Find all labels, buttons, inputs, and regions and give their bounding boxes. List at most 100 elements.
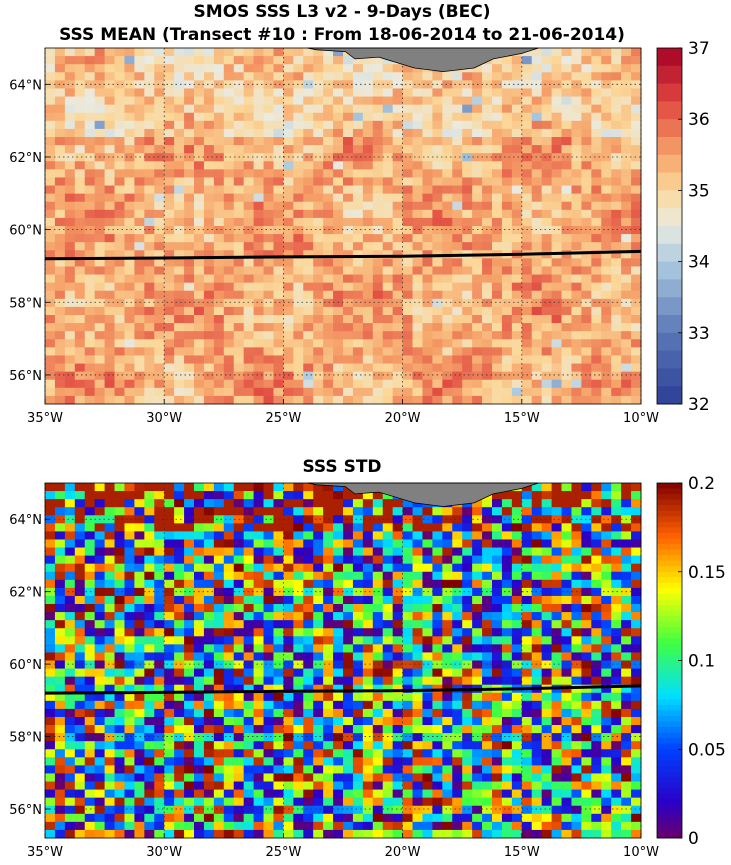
heatmap-cell xyxy=(522,636,532,644)
heatmap-cell xyxy=(621,556,631,564)
heatmap-cell xyxy=(115,323,125,331)
heatmap-cell xyxy=(55,396,65,404)
heatmap-cell xyxy=(194,701,204,709)
heatmap-cell xyxy=(75,612,85,620)
heatmap-cell xyxy=(581,323,591,331)
heatmap-cell xyxy=(244,186,254,194)
heatmap-cell xyxy=(194,72,204,80)
heatmap-cell xyxy=(45,604,55,612)
heatmap-cell xyxy=(422,580,432,588)
heatmap-cell xyxy=(422,564,432,572)
heatmap-cell xyxy=(591,380,601,388)
heatmap-cell xyxy=(492,749,502,757)
heatmap-cell xyxy=(432,596,442,604)
heatmap-cell xyxy=(75,372,85,380)
heatmap-cell xyxy=(303,299,313,307)
heatmap-cell xyxy=(552,97,562,105)
heatmap-cell xyxy=(611,652,621,660)
heatmap-cell xyxy=(184,48,194,56)
heatmap-cell xyxy=(492,113,502,121)
heatmap-cell xyxy=(75,628,85,636)
heatmap-cell xyxy=(174,331,184,339)
heatmap-cell xyxy=(134,121,144,129)
heatmap-cell xyxy=(273,548,283,556)
heatmap-cell xyxy=(174,372,184,380)
heatmap-cell xyxy=(571,97,581,105)
heatmap-cell xyxy=(353,612,363,620)
heatmap-cell xyxy=(85,242,95,250)
heatmap-cell xyxy=(403,749,413,757)
heatmap-cell xyxy=(224,283,234,291)
heatmap-cell xyxy=(333,242,343,250)
heatmap-cell xyxy=(393,202,403,210)
heatmap-cell xyxy=(522,186,532,194)
heatmap-cell xyxy=(264,620,274,628)
heatmap-cell xyxy=(224,765,234,773)
heatmap-cell xyxy=(234,364,244,372)
heatmap-cell xyxy=(264,388,274,396)
heatmap-cell xyxy=(134,620,144,628)
heatmap-cell xyxy=(144,275,154,283)
heatmap-cell xyxy=(532,531,542,539)
heatmap-cell xyxy=(591,515,601,523)
heatmap-cell xyxy=(621,315,631,323)
heatmap-cell xyxy=(621,137,631,145)
heatmap-cell xyxy=(333,693,343,701)
heatmap-cell xyxy=(343,372,353,380)
heatmap-cell xyxy=(631,72,641,80)
heatmap-cell xyxy=(313,782,323,790)
heatmap-cell xyxy=(621,355,631,363)
heatmap-cell xyxy=(214,355,224,363)
heatmap-cell xyxy=(313,161,323,169)
heatmap-cell xyxy=(413,572,423,580)
heatmap-cell xyxy=(522,782,532,790)
heatmap-cell xyxy=(542,315,552,323)
heatmap-cell xyxy=(621,226,631,234)
heatmap-cell xyxy=(591,661,601,669)
heatmap-cell xyxy=(244,604,254,612)
heatmap-cell xyxy=(552,218,562,226)
heatmap-cell xyxy=(204,210,214,218)
heatmap-cell xyxy=(124,572,134,580)
heatmap-cell xyxy=(254,548,264,556)
heatmap-cell xyxy=(502,105,512,113)
heatmap-cell xyxy=(571,636,581,644)
heatmap-cell xyxy=(442,380,452,388)
heatmap-cell xyxy=(85,773,95,781)
heatmap-cell xyxy=(363,556,373,564)
heatmap-cell xyxy=(95,507,105,515)
heatmap-cell xyxy=(482,380,492,388)
heatmap-cell xyxy=(333,572,343,580)
heatmap-cell xyxy=(333,331,343,339)
heatmap-cell xyxy=(303,153,313,161)
heatmap-cell xyxy=(581,331,591,339)
heatmap-cell xyxy=(353,588,363,596)
heatmap-cell xyxy=(353,572,363,580)
heatmap-cell xyxy=(95,331,105,339)
heatmap-cell xyxy=(492,693,502,701)
heatmap-cell xyxy=(224,693,234,701)
heatmap-cell xyxy=(273,210,283,218)
heatmap-cell xyxy=(522,523,532,531)
heatmap-cell xyxy=(95,56,105,64)
heatmap-cell xyxy=(154,307,164,315)
heatmap-cell xyxy=(204,186,214,194)
heatmap-cell xyxy=(293,749,303,757)
heatmap-cell xyxy=(234,210,244,218)
heatmap-cell xyxy=(224,266,234,274)
heatmap-cell xyxy=(353,266,363,274)
heatmap-cell xyxy=(452,588,462,596)
heatmap-cell xyxy=(631,380,641,388)
heatmap-cell xyxy=(303,339,313,347)
heatmap-cell xyxy=(234,757,244,765)
heatmap-cell xyxy=(422,612,432,620)
heatmap-cell xyxy=(542,105,552,113)
heatmap-cell xyxy=(194,202,204,210)
heatmap-cell xyxy=(55,347,65,355)
heatmap-cell xyxy=(224,105,234,113)
heatmap-cell xyxy=(611,757,621,765)
heatmap-cell xyxy=(611,661,621,669)
heatmap-cell xyxy=(75,161,85,169)
heatmap-cell xyxy=(95,202,105,210)
